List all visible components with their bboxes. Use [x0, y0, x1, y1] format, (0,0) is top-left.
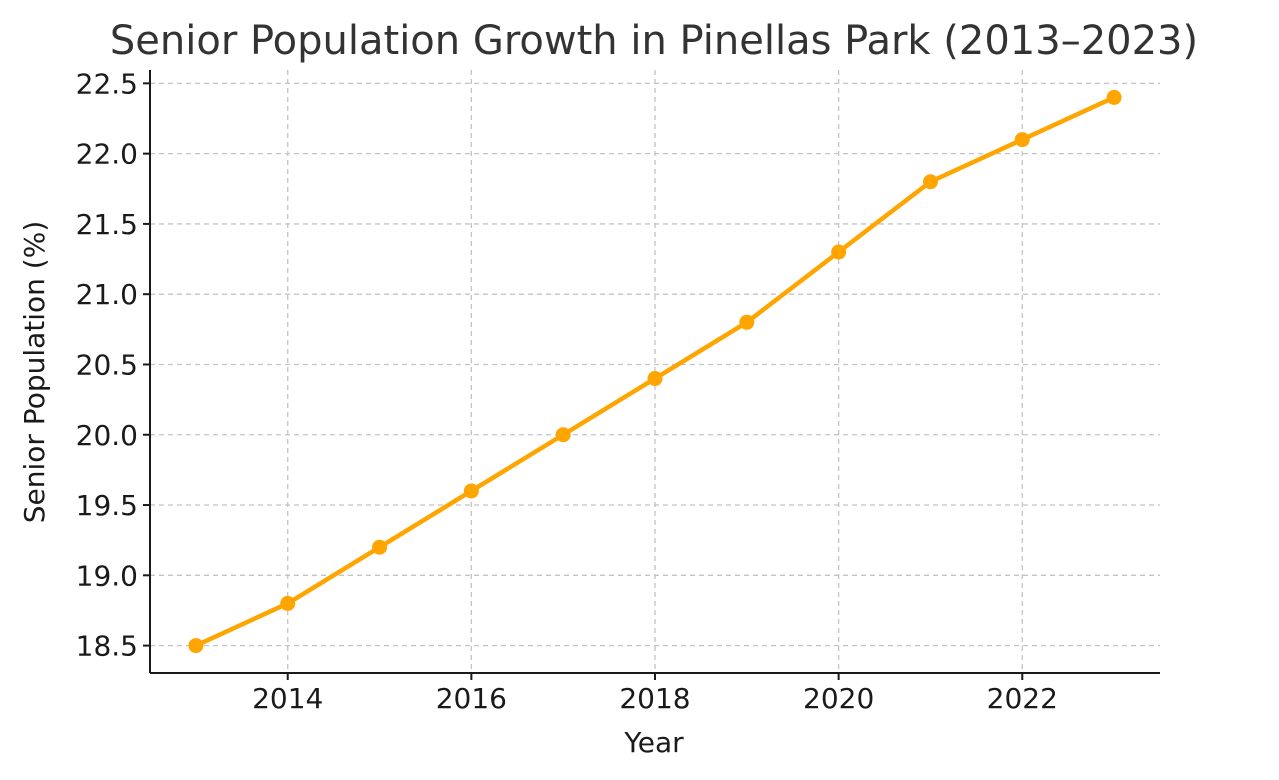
data-point [372, 539, 388, 555]
y-tick-label: 22.0 [76, 138, 138, 171]
data-point [188, 638, 204, 654]
data-point [1106, 89, 1122, 105]
x-tick-label: 2018 [619, 682, 690, 715]
data-point [1014, 132, 1030, 148]
x-axis-label: Year [623, 726, 684, 759]
tick-labels: 2014 2016 2018 2020 2022 18.5 19.0 19.5 20.0 20.5… [76, 67, 1058, 715]
x-tick-label: 2014 [252, 682, 323, 715]
series [188, 89, 1122, 654]
y-tick-label: 18.5 [76, 630, 138, 663]
chart-title: Senior Population Growth in Pinellas Par… [110, 18, 1198, 64]
y-tick-label: 19.0 [76, 559, 138, 592]
data-point [831, 244, 847, 260]
data-point [739, 314, 755, 330]
data-point [463, 483, 479, 499]
y-tick-label: 21.0 [76, 278, 138, 311]
x-tick-label: 2022 [987, 682, 1058, 715]
x-tick-label: 2020 [803, 682, 874, 715]
data-point [922, 174, 938, 190]
data-point [280, 595, 296, 611]
data-point [555, 427, 571, 443]
y-tick-label: 19.5 [76, 489, 138, 522]
y-axis-label: Senior Population (%) [18, 221, 51, 524]
y-tick-label: 22.5 [76, 67, 138, 100]
y-tick-label: 21.5 [76, 208, 138, 241]
y-tick-label: 20.5 [76, 348, 138, 381]
x-tick-label: 2016 [436, 682, 507, 715]
y-tick-label: 20.0 [76, 419, 138, 452]
data-point [647, 371, 663, 387]
axes [143, 70, 1160, 680]
